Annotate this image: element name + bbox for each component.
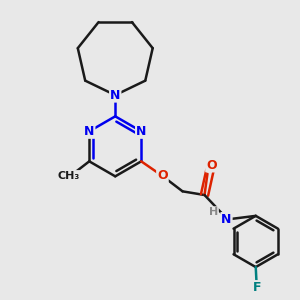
Text: N: N — [110, 88, 120, 102]
Text: O: O — [157, 169, 168, 182]
Text: CH₃: CH₃ — [57, 171, 80, 181]
Text: N: N — [84, 125, 94, 138]
Text: H: H — [209, 207, 218, 217]
Text: F: F — [253, 281, 261, 294]
Text: N: N — [136, 125, 146, 138]
Text: N: N — [221, 213, 232, 226]
Text: O: O — [206, 158, 217, 172]
